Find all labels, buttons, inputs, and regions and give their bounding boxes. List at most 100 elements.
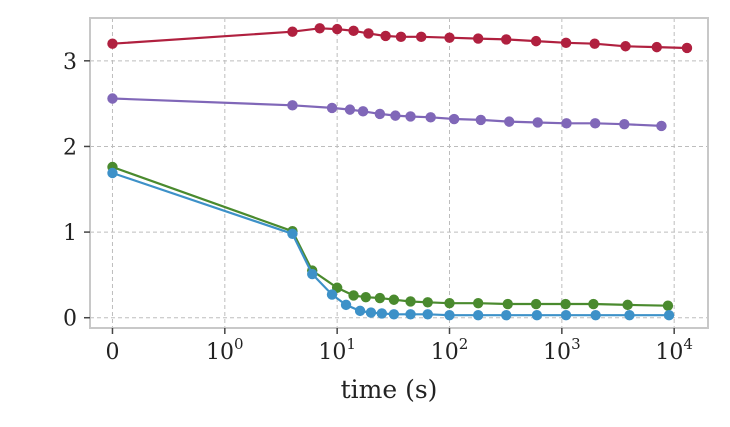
series-3-line — [112, 165, 668, 307]
series-4-point — [107, 167, 118, 179]
series-3-point — [422, 297, 433, 308]
series-4-point — [501, 309, 512, 321]
series-4-point — [340, 299, 352, 311]
series-3-point — [622, 299, 633, 311]
series-2-point — [504, 116, 515, 127]
x-tick-label-base: 10 — [543, 340, 571, 365]
series-3-point — [502, 298, 513, 310]
plot-area-frame — [89, 17, 709, 329]
series-2-point — [357, 106, 369, 117]
series-2-point — [425, 112, 436, 123]
series-3-point — [588, 298, 599, 310]
y-tick-label: 3 — [63, 50, 77, 75]
series-4-point — [388, 309, 400, 320]
series-4-point — [560, 309, 572, 321]
series-1-point — [363, 28, 374, 39]
series-1-point — [348, 25, 359, 37]
y-tick-label: 0 — [63, 307, 77, 332]
series-4-point — [376, 308, 388, 319]
series-4-point — [531, 309, 543, 321]
x-tick-label-base: 10 — [206, 340, 234, 365]
series-1-point — [331, 23, 343, 35]
series-2-point — [374, 108, 386, 120]
series-1-point — [395, 31, 407, 43]
series-4 — [107, 167, 675, 321]
series-2-point — [448, 113, 460, 125]
series-2-point — [107, 93, 118, 104]
series-4-line — [112, 171, 669, 317]
series-2-point — [405, 111, 416, 122]
series-4-point — [472, 309, 484, 321]
x-tick-label: 0 — [105, 340, 119, 365]
x-tick-label-exponent: 3 — [571, 335, 581, 353]
series-4-point — [307, 268, 318, 280]
series-2-point — [287, 100, 298, 111]
series-1-point — [380, 30, 391, 42]
series-1-point — [530, 35, 542, 47]
series-2-point — [344, 104, 356, 115]
x-tick-label: 102 — [431, 335, 469, 365]
x-tick-label: 103 — [543, 335, 581, 365]
series-2 — [107, 93, 667, 132]
series-2-point — [326, 102, 338, 114]
series-1-point — [287, 26, 298, 37]
x-tick-label-base: 0 — [105, 340, 119, 365]
series-1-point — [416, 31, 427, 43]
x-tick-label-base: 10 — [318, 340, 346, 365]
series-3-point — [662, 300, 674, 311]
series-3-point — [405, 296, 416, 307]
series-1-point — [651, 41, 662, 53]
series-2-line — [112, 97, 662, 127]
series-3-point — [530, 298, 542, 310]
series-4-point — [444, 309, 455, 321]
series-2-point — [561, 118, 572, 129]
series-3-point — [472, 297, 484, 309]
series-3-point — [360, 291, 372, 303]
series-4-point — [624, 309, 635, 321]
series-1-point — [314, 23, 325, 34]
series-2-point — [619, 118, 630, 130]
x-tick-label-base: 10 — [655, 340, 683, 365]
series-3-point — [348, 290, 359, 301]
x-tick-label-exponent: 2 — [459, 335, 469, 353]
series-3 — [107, 161, 674, 311]
series-2-point — [589, 118, 601, 129]
series-1 — [107, 23, 693, 54]
series-4-point — [326, 289, 338, 300]
y-tick-label: 1 — [63, 221, 77, 246]
series-4-point — [663, 309, 675, 321]
series-1-point — [501, 34, 512, 45]
series-2-point — [532, 117, 543, 128]
series-2-point — [390, 110, 401, 121]
series-1-point — [620, 41, 631, 52]
x-tick-label-exponent: 1 — [346, 335, 356, 353]
y-tick-label: 2 — [63, 135, 77, 160]
series-4-point — [365, 307, 377, 318]
x-axis-label: time (s) — [341, 375, 438, 404]
series-2-point — [475, 114, 487, 126]
series-2-point — [656, 120, 667, 132]
series-3-point — [444, 297, 455, 309]
x-tick-label: 101 — [318, 335, 356, 365]
series-4-point — [590, 309, 601, 321]
x-tick-label-exponent: 0 — [234, 335, 244, 353]
grid — [90, 18, 708, 328]
series-1-point — [107, 38, 118, 49]
series-1-point — [444, 32, 455, 43]
series-4-point — [287, 228, 298, 240]
series-layer — [107, 23, 693, 321]
x-tick-label-base: 10 — [431, 340, 459, 365]
series-4-point — [422, 309, 433, 320]
series-1-point — [560, 37, 572, 49]
series-4-point — [354, 305, 366, 317]
series-4-point — [405, 309, 416, 320]
x-tick-label-exponent: 4 — [683, 335, 693, 353]
x-tick-label: 104 — [655, 335, 693, 365]
series-3-point — [374, 292, 386, 304]
series-1-point — [589, 38, 600, 49]
series-1-point — [472, 33, 484, 44]
series-3-point — [560, 298, 571, 310]
series-3-point — [388, 294, 400, 305]
